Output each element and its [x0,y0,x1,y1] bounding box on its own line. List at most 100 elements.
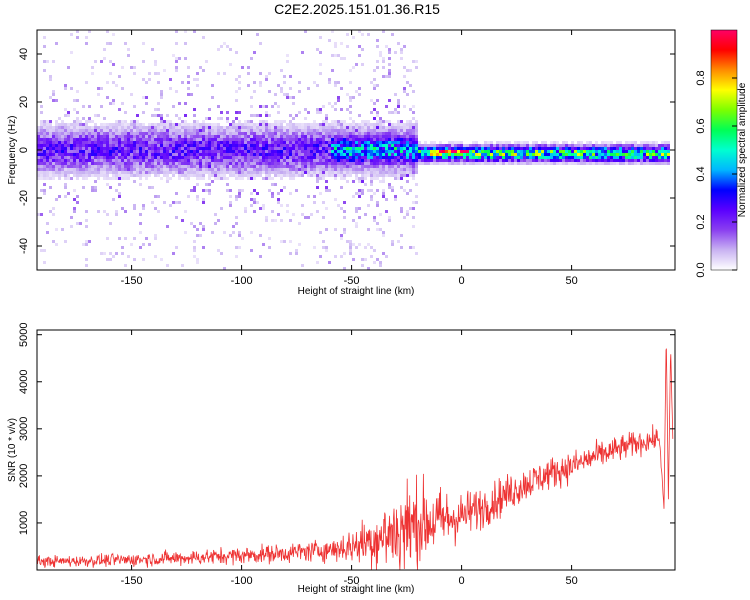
spectrogram-cell [355,168,358,171]
spectrogram-cell [154,159,157,162]
spectrogram-cell [160,144,163,147]
spectrogram-cell [526,150,529,153]
spectrogram-cell [538,144,541,147]
spectrogram-cell [94,138,97,141]
spectrogram-cell [262,144,265,147]
spectrogram-cell [631,162,634,165]
spectrogram-cell [502,141,505,144]
spectrogram-cell [193,189,196,192]
spectrogram-cell [235,144,238,147]
spectrogram-cell [235,51,238,54]
spectrogram-cell [529,162,532,165]
spectrogram-cell [259,150,262,153]
spectrogram-cell [649,147,652,150]
spectrogram-cell [187,195,190,198]
spectrogram-cell [238,87,241,90]
spectrogram-cell [316,111,319,114]
spectrogram-cell [142,138,145,141]
spectrogram-cell [124,153,127,156]
spectrogram-cell [403,144,406,147]
spectrogram-cell [493,162,496,165]
spectrogram-cell [394,159,397,162]
spectrogram-cell [562,147,565,150]
spectrogram-cell [565,147,568,150]
spectrogram-cell [316,144,319,147]
spectrogram-cell [118,162,121,165]
spectrogram-cell [43,261,46,264]
spectrogram-cell [49,168,52,171]
spectrogram-cell [505,162,508,165]
spectrogram-cell [169,177,172,180]
spectrogram-cell [199,168,202,171]
spectrogram-cell [232,123,235,126]
spectrogram-cell [382,165,385,168]
spectrogram-cell [166,171,169,174]
spectrogram-cell [361,144,364,147]
spectrogram-cell [265,153,268,156]
spectrogram-cell [169,168,172,171]
spectrogram-cell [64,84,67,87]
spectrogram-cell [502,153,505,156]
spectrogram-cell [178,177,181,180]
spectrogram-cell [265,156,268,159]
spectrogram-cell [373,129,376,132]
spectrogram-cell [601,162,604,165]
spectrogram-cell [91,120,94,123]
spectrogram-cell [394,150,397,153]
spectrogram-cell [286,138,289,141]
spectrogram-cell [187,156,190,159]
spectrogram-cell [619,153,622,156]
spectrogram-cell [373,219,376,222]
spectrogram-cell [343,177,346,180]
spectrogram-cell [403,138,406,141]
spectrogram-cell [574,144,577,147]
spectrogram-cell [370,159,373,162]
spectrogram-cell [364,150,367,153]
spectrogram-cell [262,204,265,207]
spectrogram-cell [454,162,457,165]
spectrogram-cell [94,141,97,144]
spectrogram-cell [553,147,556,150]
spectrogram-cell [73,171,76,174]
spectrogram-cell [340,255,343,258]
spectrogram-cell [145,135,148,138]
spectrogram-cell [556,150,559,153]
spectrogram-cell [82,138,85,141]
spectrogram-cell [250,138,253,141]
spectrogram-cell [67,66,70,69]
spectrogram-cell [475,156,478,159]
spectrogram-cell [250,198,253,201]
spectrogram-cell [208,156,211,159]
spectrogram-cell [340,129,343,132]
spectrogram-cell [79,171,82,174]
spectrogram-cell [268,237,271,240]
spectrogram-cell [469,156,472,159]
spectrogram-cell [175,171,178,174]
spectrogram-cell [91,153,94,156]
spectrogram-cell [139,126,142,129]
spectrogram-cell [115,174,118,177]
spectrogram-cell [316,141,319,144]
spectrogram-cell [559,150,562,153]
spectrogram-cell [652,144,655,147]
spectrogram-cell [40,138,43,141]
spectrogram-cell [316,153,319,156]
spectrogram-cell [355,192,358,195]
spectrogram-cell [382,138,385,141]
spectrogram-cell [88,162,91,165]
spectrogram-cell [286,141,289,144]
spectrogram-cell [151,138,154,141]
spectrogram-cell [148,132,151,135]
spectrogram-cell [307,126,310,129]
spectrogram-cell [199,174,202,177]
spectrogram-cell [115,210,118,213]
spectrogram-cell [49,177,52,180]
spectrogram-cell [136,162,139,165]
spectrogram-cell [373,84,376,87]
spectrogram-cell [310,147,313,150]
spectrogram-cell [553,141,556,144]
spectrogram-cell [490,153,493,156]
spectrogram-cell [544,153,547,156]
spectrogram-cell [130,150,133,153]
spectrogram-cell [199,177,202,180]
